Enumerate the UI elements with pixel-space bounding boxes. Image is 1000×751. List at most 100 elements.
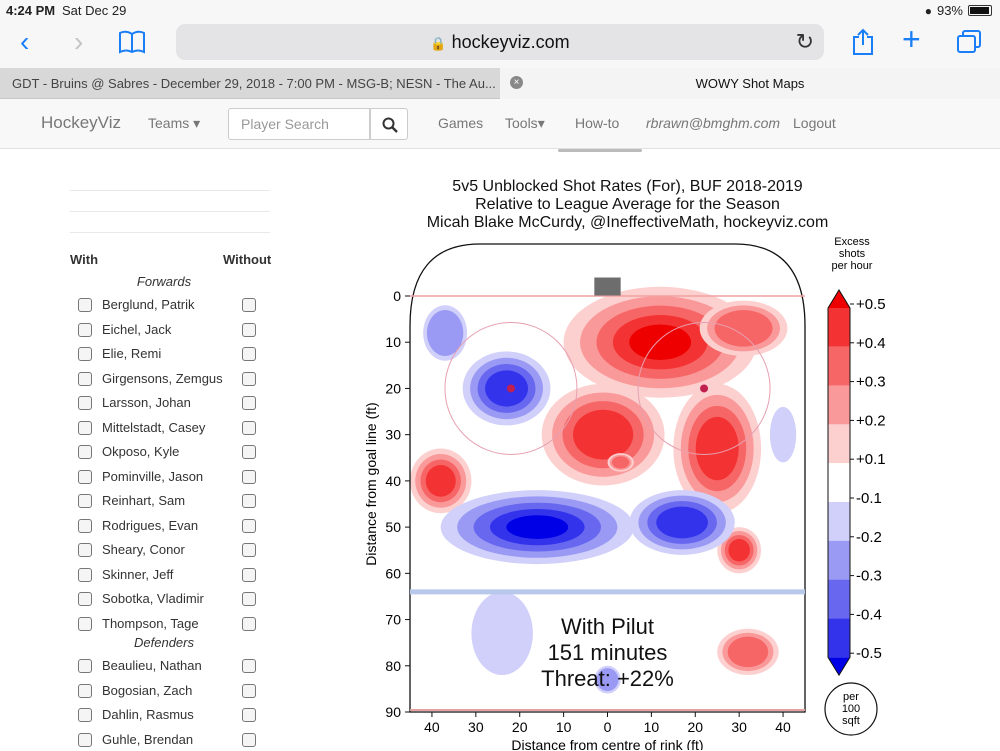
with-checkbox[interactable] xyxy=(78,322,92,337)
without-checkbox[interactable] xyxy=(242,347,256,361)
colorbar-tick-label: -0.1 xyxy=(856,490,882,507)
player-name[interactable]: Mittelstadt, Casey xyxy=(102,419,206,435)
without-checkbox[interactable] xyxy=(242,322,256,337)
y-tick-label: 30 xyxy=(385,427,401,443)
player-row: Sheary, Conor xyxy=(78,541,278,561)
without-checkbox[interactable] xyxy=(242,469,256,484)
brand-link[interactable]: HockeyViz xyxy=(41,113,121,132)
search-icon xyxy=(382,117,398,133)
player-name[interactable]: Girgensons, Zemgus xyxy=(102,370,223,386)
player-search-input[interactable]: Player Search xyxy=(228,108,370,140)
share-icon[interactable] xyxy=(852,28,874,56)
without-checkbox[interactable] xyxy=(242,371,256,386)
player-row: Mittelstadt, Casey xyxy=(78,419,278,439)
colorbar-tick-label: +0.1 xyxy=(856,451,886,468)
player-name[interactable]: Beaulieu, Nathan xyxy=(102,658,202,673)
with-checkbox[interactable] xyxy=(78,567,92,582)
with-checkbox[interactable] xyxy=(78,659,92,673)
bookmarks-icon[interactable] xyxy=(118,30,146,54)
without-checkbox[interactable] xyxy=(242,616,256,631)
new-tab-icon[interactable]: + xyxy=(902,21,921,57)
player-name[interactable]: Thompson, Tage xyxy=(102,615,199,631)
player-name[interactable]: Guhle, Brendan xyxy=(102,731,194,747)
tools-label: Tools xyxy=(505,115,538,131)
back-icon[interactable]: ‹ xyxy=(20,26,30,57)
colorbar-outline xyxy=(827,289,851,677)
close-tab-icon[interactable]: × xyxy=(510,76,523,89)
with-checkbox[interactable] xyxy=(78,732,92,747)
without-checkbox[interactable] xyxy=(242,708,256,722)
x-tick-label: 40 xyxy=(424,719,440,735)
player-name[interactable]: Berglund, Patrik xyxy=(102,297,195,312)
heat-blob xyxy=(596,668,619,692)
player-name[interactable]: Sobotka, Vladimir xyxy=(102,591,204,606)
player-name[interactable]: Larsson, Johan xyxy=(102,395,191,410)
player-name[interactable]: Rodrigues, Evan xyxy=(102,517,199,533)
player-name[interactable]: Sheary, Conor xyxy=(102,542,185,557)
tools-menu[interactable]: Tools▾ xyxy=(505,115,545,131)
heat-blob xyxy=(695,416,739,481)
tab-wowy[interactable]: × WOWY Shot Maps xyxy=(500,68,1000,99)
player-name[interactable]: Skinner, Jeff xyxy=(102,566,174,582)
with-checkbox[interactable] xyxy=(78,518,92,533)
heat-blob xyxy=(656,506,708,539)
player-name[interactable]: Dahlin, Rasmus xyxy=(102,707,194,722)
status-right: ● 93% xyxy=(925,3,992,18)
with-checkbox[interactable] xyxy=(78,708,92,722)
without-checkbox[interactable] xyxy=(242,298,256,312)
with-checkbox[interactable] xyxy=(78,592,92,606)
url-bar[interactable]: 🔒 hockeyviz.com ↻ xyxy=(176,24,824,60)
without-checkbox[interactable] xyxy=(242,732,256,747)
without-checkbox[interactable] xyxy=(242,420,256,435)
player-name[interactable]: Pominville, Jason xyxy=(102,468,204,484)
reload-icon[interactable]: ↻ xyxy=(795,29,814,54)
with-checkbox[interactable] xyxy=(78,371,92,386)
player-name[interactable]: Reinhart, Sam xyxy=(102,493,186,508)
logout-link[interactable]: Logout xyxy=(793,115,836,131)
with-checkbox[interactable] xyxy=(78,445,92,459)
without-checkbox[interactable] xyxy=(242,518,256,533)
player-name[interactable]: Bogosian, Zach xyxy=(102,682,193,698)
colorbar-tick-label: +0.3 xyxy=(856,374,886,391)
without-checkbox[interactable] xyxy=(242,445,256,459)
with-checkbox[interactable] xyxy=(78,543,92,557)
player-row: Skinner, Jeff xyxy=(78,566,278,586)
status-time: 4:24 PM xyxy=(6,3,56,18)
forward-icon[interactable]: › xyxy=(74,26,84,57)
player-row: Dahlin, Rasmus xyxy=(78,706,278,726)
with-checkbox[interactable] xyxy=(78,616,92,631)
tabs-icon[interactable] xyxy=(956,30,982,54)
without-checkbox[interactable] xyxy=(242,592,256,606)
search-button[interactable] xyxy=(370,108,408,140)
howto-link[interactable]: How-to xyxy=(575,115,620,131)
with-checkbox[interactable] xyxy=(78,469,92,484)
player-name[interactable]: Okposo, Kyle xyxy=(102,444,180,459)
without-checkbox[interactable] xyxy=(242,567,256,582)
tab-gdt[interactable]: GDT - Bruins @ Sabres - December 29, 201… xyxy=(12,76,496,91)
games-link[interactable]: Games xyxy=(438,115,484,131)
goal-net xyxy=(594,277,621,296)
with-checkbox[interactable] xyxy=(78,396,92,410)
with-checkbox[interactable] xyxy=(78,494,92,508)
player-row: Guhle, Brendan xyxy=(78,731,278,751)
overlay-text: 151 minutes xyxy=(548,640,668,665)
player-name[interactable]: Elie, Remi xyxy=(102,346,162,361)
heat-blob xyxy=(506,515,569,539)
without-checkbox[interactable] xyxy=(242,396,256,410)
without-checkbox[interactable] xyxy=(242,543,256,557)
user-email[interactable]: rbrawn@bmghm.com xyxy=(646,115,781,131)
teams-menu[interactable]: Teams ▾ xyxy=(148,115,201,131)
without-checkbox[interactable] xyxy=(242,659,256,673)
with-checkbox[interactable] xyxy=(78,347,92,361)
with-checkbox[interactable] xyxy=(78,298,92,312)
without-checkbox[interactable] xyxy=(242,683,256,698)
x-tick-label: 20 xyxy=(687,719,703,735)
with-checkbox[interactable] xyxy=(78,683,92,698)
site-navbar: HockeyViz Teams ▾ Player Search Games To… xyxy=(0,99,1000,149)
player-row: Bogosian, Zach xyxy=(78,682,278,702)
with-checkbox[interactable] xyxy=(78,420,92,435)
player-name[interactable]: Eichel, Jack xyxy=(102,321,172,337)
without-checkbox[interactable] xyxy=(242,494,256,508)
y-tick-label: 0 xyxy=(393,288,401,304)
chart-credit: Micah Blake McCurdy, @IneffectiveMath, h… xyxy=(426,214,829,231)
